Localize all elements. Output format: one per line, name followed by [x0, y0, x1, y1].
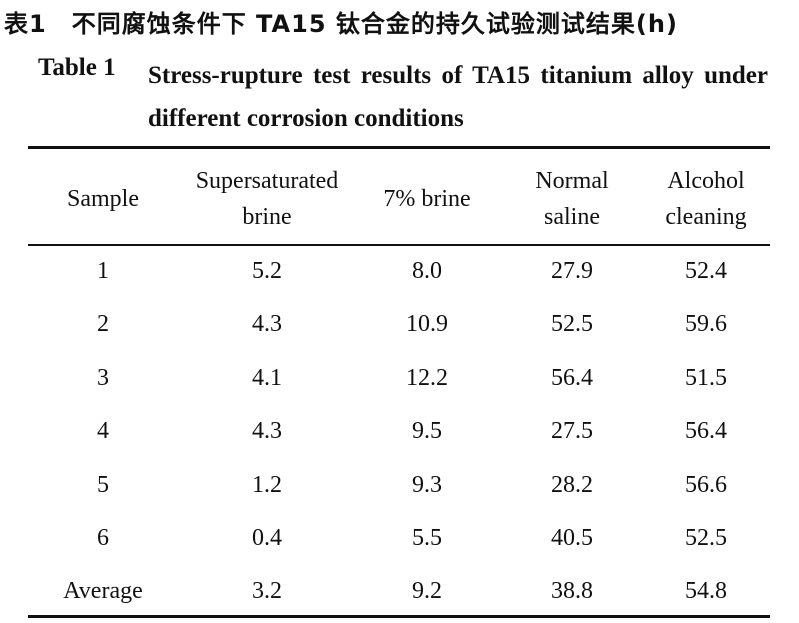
- table-cell: 38.8: [551, 578, 593, 605]
- chinese-caption: 表1 不同腐蚀条件下 TA15 钛合金的持久试验测试结果(h): [4, 10, 678, 38]
- table-cell: 59.6: [685, 311, 727, 338]
- table-cell: 27.9: [551, 258, 593, 284]
- table-cell: 2: [97, 311, 109, 338]
- table-cell: 12.2: [406, 364, 448, 391]
- table-cell: 4.3: [252, 311, 282, 338]
- header-cell: Normal saline: [535, 168, 609, 230]
- table-title: Stress-rupture test results of TA15 tita…: [148, 62, 768, 132]
- table-cell: 9.2: [412, 578, 442, 605]
- table-cell: 40.5: [551, 525, 593, 551]
- table-cell: 1: [97, 258, 109, 284]
- table-cell: 56.4: [685, 418, 727, 445]
- table-cell: 4: [97, 418, 109, 445]
- table-cell: Average: [63, 578, 143, 605]
- header-cell: Alcohol cleaning: [665, 168, 747, 230]
- top-rule: [28, 146, 770, 149]
- table-cell: 5.5: [412, 525, 442, 551]
- table-cell: 52.5: [551, 311, 593, 338]
- table-cell: 4.1: [252, 364, 282, 391]
- table-cell: 1.2: [252, 471, 282, 498]
- table-cell: 28.2: [551, 471, 593, 498]
- table-cell: 52.5: [685, 525, 727, 551]
- table-cell: 9.5: [412, 418, 442, 445]
- table-cell: 5.2: [252, 258, 282, 284]
- table-cell: 56.4: [551, 364, 593, 391]
- header-cell: Sample: [67, 186, 139, 212]
- bottom-rule: [28, 615, 770, 618]
- table-cell: 10.9: [406, 311, 448, 338]
- table-label: Table 1: [38, 54, 116, 81]
- table-cell: 3: [97, 364, 109, 391]
- header-cell: 7% brine: [383, 186, 471, 212]
- table-cell: 9.3: [412, 471, 442, 498]
- table-cell: 6: [97, 525, 109, 551]
- table-cell: 0.4: [252, 525, 282, 551]
- table-cell: 52.4: [685, 258, 727, 284]
- mid-rule: [28, 244, 770, 246]
- table-cell: 5: [97, 471, 109, 498]
- table-cell: 54.8: [685, 578, 727, 605]
- table-cell: 51.5: [685, 364, 727, 391]
- table-cell: 4.3: [252, 418, 282, 445]
- table-cell: 56.6: [685, 471, 727, 498]
- table-cell: 27.5: [551, 418, 593, 445]
- table-cell: 8.0: [412, 258, 442, 284]
- table-cell: 3.2: [252, 578, 282, 605]
- header-cell: Supersaturated brine: [195, 168, 339, 230]
